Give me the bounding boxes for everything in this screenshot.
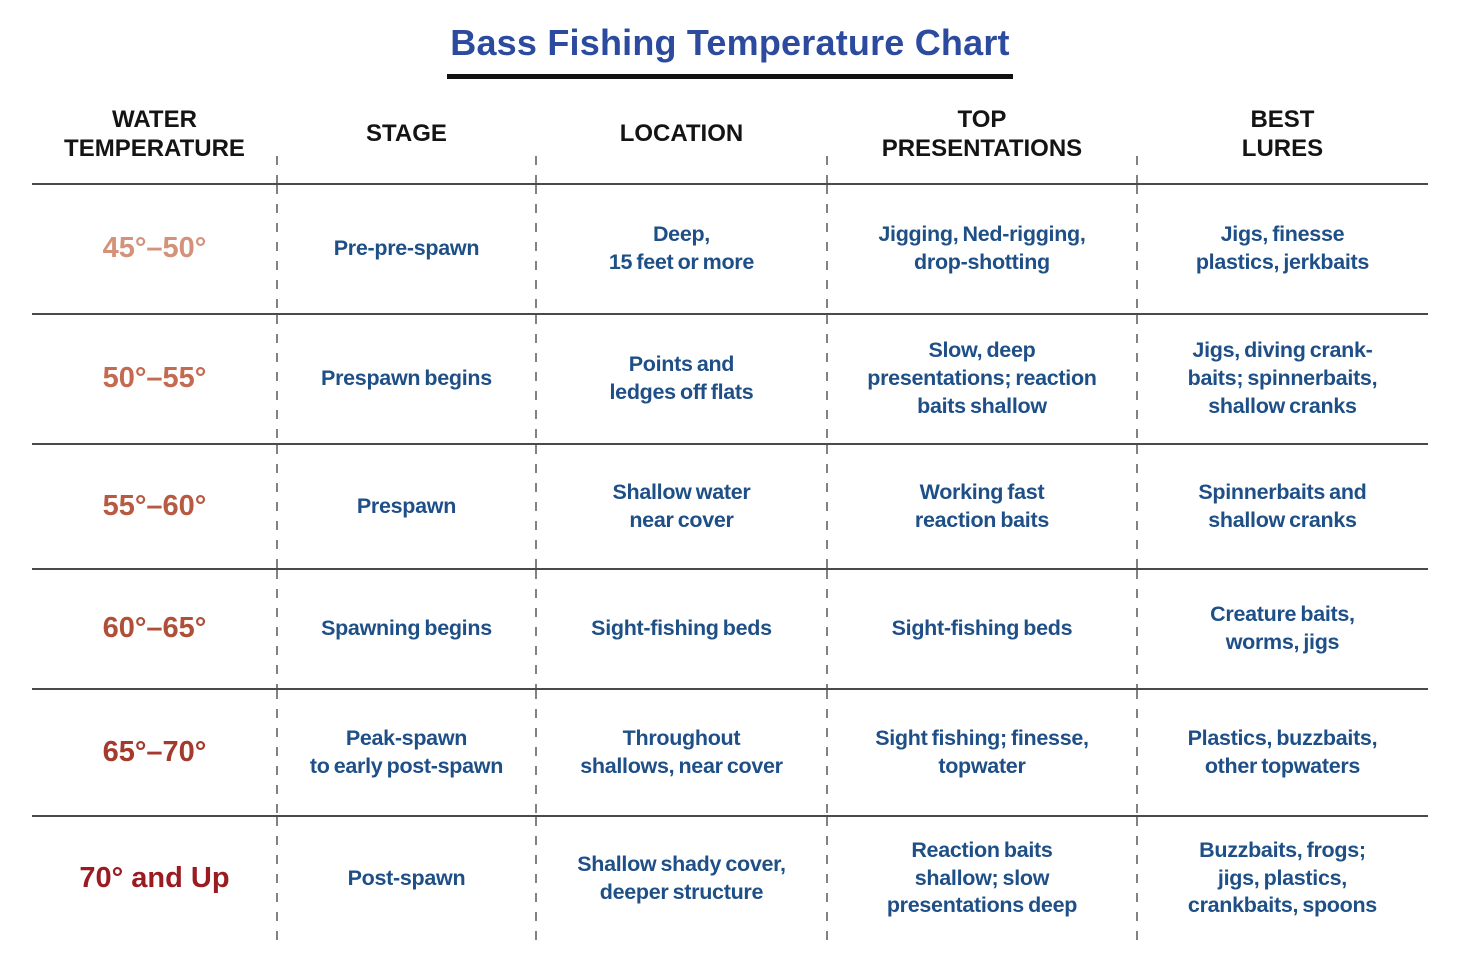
cell-top-presentations: Sight fishing; finesse, topwater <box>827 690 1138 815</box>
cell-best-lures: Plastics, buzzbaits, other topwaters <box>1187 725 1378 778</box>
cell-water-temperature: 50°–55° <box>32 315 278 443</box>
bottom-spacer <box>32 940 1428 968</box>
cell-water-temperature: 65°–70° <box>32 690 278 815</box>
cell-best-lures: Jigs, finesse plastics, jerkbaits <box>1195 222 1370 274</box>
table-row: 60°–65° Spawning begins Sight-fishing be… <box>32 570 1428 690</box>
cell-top-presentations: Sight-fishing beds <box>827 570 1138 688</box>
cell-top-presentations: Jigging, Ned-rigging, drop-shotting <box>827 185 1138 313</box>
cell-stage: Pre-pre-spawn <box>277 185 537 313</box>
cell-stage: Peak-spawn to early post-spawn <box>277 690 537 815</box>
cell-water-temperature: 55°–60° <box>32 445 278 568</box>
temperature-table: WATER TEMPERATURE STAGE LOCATION TOP PRE… <box>32 85 1428 968</box>
cell-location: Shallow water near cover <box>536 445 829 568</box>
cell-location: Sight-fishing beds <box>536 570 829 688</box>
cell-stage: Spawning begins <box>277 570 537 688</box>
column-header-best-lures: BEST LURES <box>1241 105 1324 162</box>
column-header-top-presentations: TOP PRESENTATIONS <box>827 85 1138 183</box>
cell-stage: Prespawn begins <box>277 315 537 443</box>
table-row: 55°–60° Prespawn Shallow water near cove… <box>32 445 1428 570</box>
chart-title-block: Bass Fishing Temperature Chart <box>0 0 1460 79</box>
column-header-location: LOCATION <box>536 85 829 183</box>
cell-location: Shallow shady cover, deeper structure <box>536 817 829 940</box>
table-row: 70° and Up Post-spawn Shallow shady cove… <box>32 817 1428 940</box>
cell-location: Points and ledges off flats <box>536 315 829 443</box>
cell-top-presentations: Reaction baits shallow; slow presentatio… <box>827 817 1138 940</box>
cell-best-lures: Creature baits, worms, jigs <box>1210 602 1355 654</box>
table-row: 50°–55° Prespawn begins Points and ledge… <box>32 315 1428 445</box>
cell-best-lures: Jigs, diving crank- baits; spinnerbaits,… <box>1187 338 1378 418</box>
cell-best-lures: Spinnerbaits and shallow cranks <box>1198 479 1367 532</box>
cell-location: Throughout shallows, near cover <box>536 690 829 815</box>
cell-water-temperature: 45°–50° <box>32 185 278 313</box>
table-header-row: WATER TEMPERATURE STAGE LOCATION TOP PRE… <box>32 85 1428 185</box>
title-underline <box>447 74 1013 79</box>
table-row: 45°–50° Pre-pre-spawn Deep, 15 feet or m… <box>32 185 1428 315</box>
column-header-water-temperature: WATER TEMPERATURE <box>32 85 278 183</box>
column-header-stage: STAGE <box>277 85 537 183</box>
cell-top-presentations: Slow, deep presentations; reaction baits… <box>827 315 1138 443</box>
cell-best-lures: Buzzbaits, frogs; jigs, plastics, crankb… <box>1187 837 1377 918</box>
cell-water-temperature: 60°–65° <box>32 570 278 688</box>
cell-water-temperature: 70° and Up <box>32 817 278 940</box>
cell-stage: Post-spawn <box>277 817 537 940</box>
table-row: 65°–70° Peak-spawn to early post-spawn T… <box>32 690 1428 817</box>
cell-location: Deep, 15 feet or more <box>536 185 829 313</box>
cell-stage: Prespawn <box>277 445 537 568</box>
chart-title: Bass Fishing Temperature Chart <box>450 22 1010 63</box>
cell-top-presentations: Working fast reaction baits <box>827 445 1138 568</box>
